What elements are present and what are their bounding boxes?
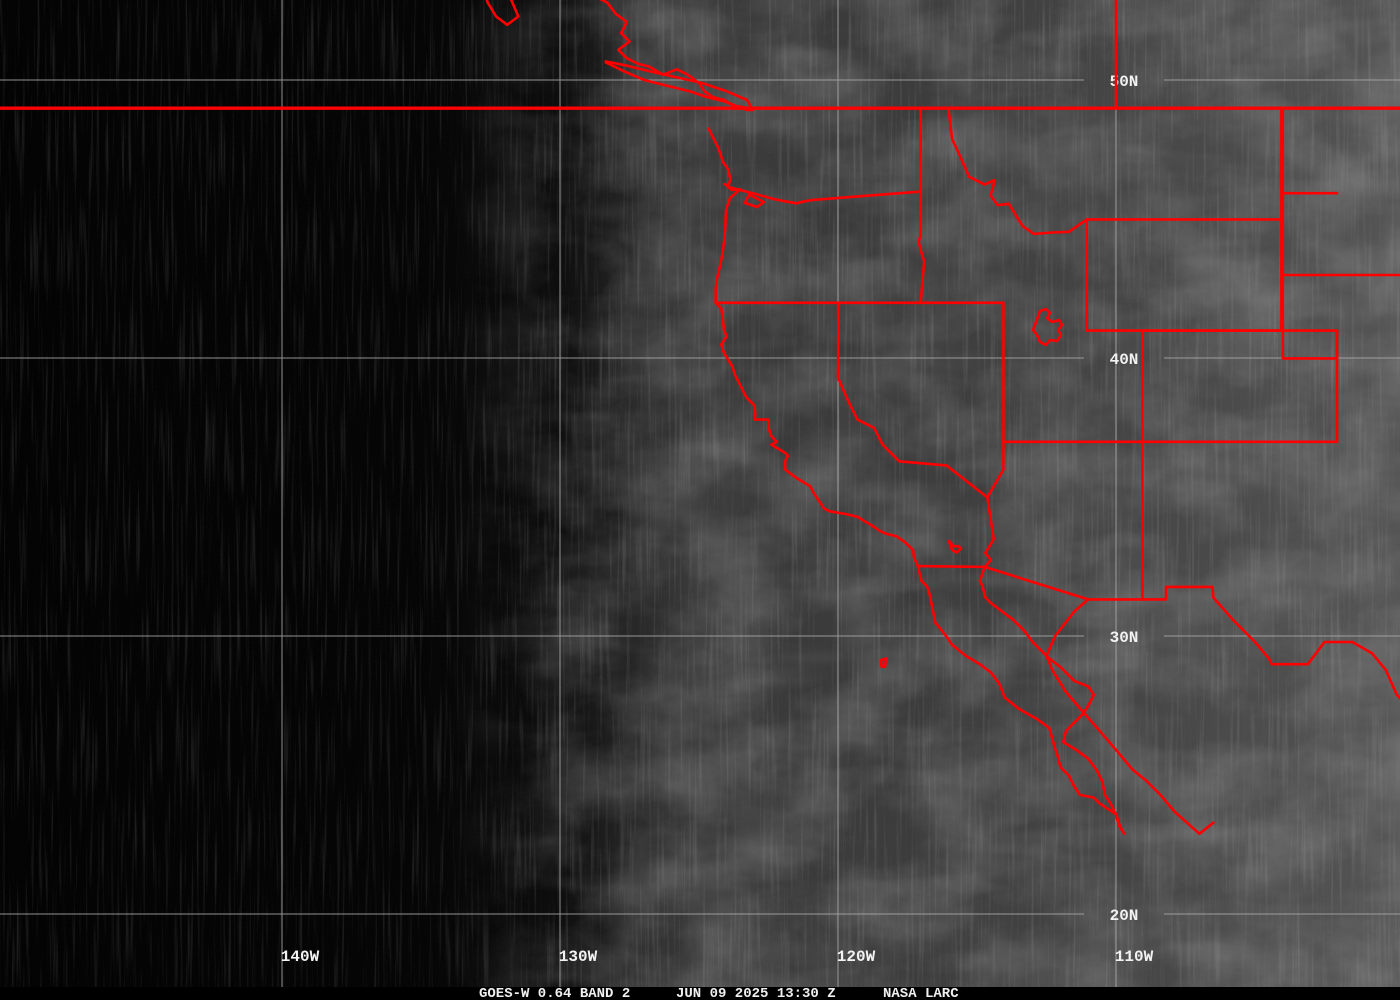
svg-text:JUN 09 2025 13:30 Z: JUN 09 2025 13:30 Z <box>676 986 836 1000</box>
svg-text:130W: 130W <box>559 948 598 966</box>
svg-text:120W: 120W <box>837 948 876 966</box>
svg-text:20N: 20N <box>1110 907 1139 925</box>
svg-text:30N: 30N <box>1110 629 1139 647</box>
svg-text:110W: 110W <box>1115 948 1154 966</box>
svg-text:GOES-W 0.64 BAND 2: GOES-W 0.64 BAND 2 <box>479 986 630 1000</box>
svg-text:50N: 50N <box>1110 73 1139 91</box>
svg-text:NASA LARC: NASA LARC <box>883 986 959 1000</box>
svg-text:40N: 40N <box>1110 351 1139 369</box>
svg-text:140W: 140W <box>281 948 320 966</box>
